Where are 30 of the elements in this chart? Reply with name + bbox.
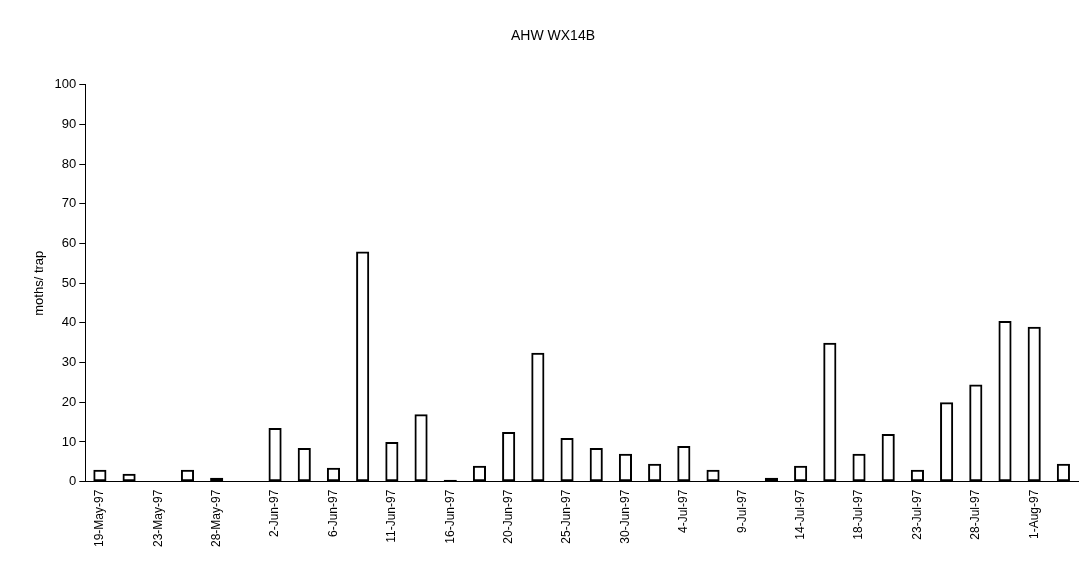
x-tick-label: 9-Jul-97	[734, 489, 749, 533]
x-tick-label: 20-Jun-97	[500, 489, 515, 544]
y-tick-label: 70	[61, 195, 77, 211]
y-tick-label: 80	[61, 155, 77, 171]
x-tick-label: 6-Jun-97	[325, 489, 340, 538]
x-tick-label: 23-Jul-97	[909, 489, 924, 540]
y-axis-title: moths/ trap	[31, 250, 47, 316]
y-tick-label: 20	[61, 393, 77, 409]
y-tick-label: 90	[61, 116, 77, 132]
x-tick-label: 2-Jun-97	[267, 489, 282, 538]
chart-title: AHW WX14B	[510, 27, 596, 44]
x-tick-label: 4-Jul-97	[676, 489, 691, 533]
x-tick-label: 30-Jun-97	[617, 489, 632, 544]
x-tick-label: 19-May-97	[92, 489, 107, 547]
x-tick-label: 14-Jul-97	[792, 489, 807, 540]
y-tick-label: 60	[61, 235, 77, 251]
x-tick-label: 23-May-97	[150, 489, 165, 547]
y-tick-label: 40	[61, 314, 77, 330]
x-tick-label: 28-Jul-97	[968, 489, 983, 540]
x-tick-label: 25-Jun-97	[559, 489, 574, 544]
x-tick-label: 28-May-97	[208, 489, 223, 547]
y-tick-label: 100	[54, 76, 77, 92]
x-tick-label: 16-Jun-97	[442, 489, 457, 544]
x-tick-label: 18-Jul-97	[851, 489, 866, 540]
x-tick-label: 11-Jun-97	[384, 489, 399, 543]
y-tick-label: 30	[61, 354, 77, 370]
y-tick-label: 0	[69, 473, 77, 489]
x-tick-label: 1-Aug-97	[1026, 489, 1041, 540]
y-tick-label: 50	[61, 274, 77, 290]
y-tick-label: 10	[61, 433, 77, 449]
